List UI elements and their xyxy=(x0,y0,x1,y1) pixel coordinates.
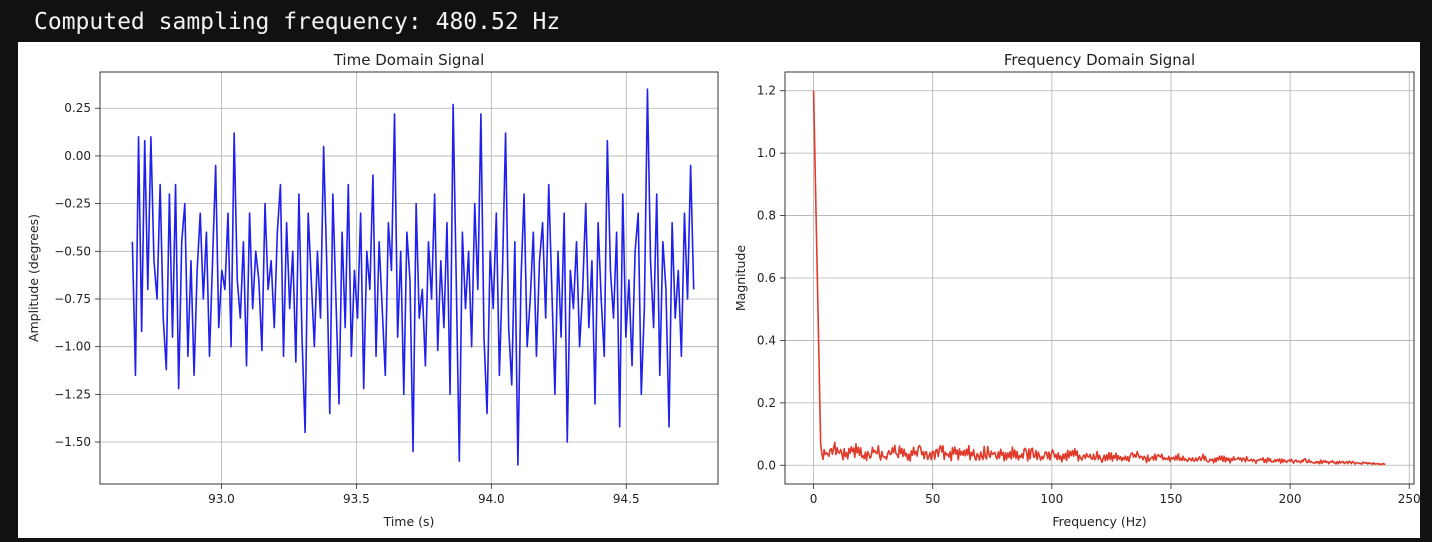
freq-xtick-label: 200 xyxy=(1279,492,1302,506)
freq-ytick-label: 1.2 xyxy=(757,84,776,98)
freq-series-line xyxy=(812,90,1386,466)
freq-ytick-label: 0.6 xyxy=(757,271,776,285)
freq-ytick-label: 1.0 xyxy=(757,146,776,160)
time-x-axis-label: Time (s) xyxy=(383,514,435,529)
sampling-frequency-value: 480.52 xyxy=(435,9,519,35)
freq-axes-frame xyxy=(784,71,1415,485)
freq-chart-title: Frequency Domain Signal xyxy=(1004,51,1195,69)
time-ytick-label: −0.50 xyxy=(54,244,91,258)
freq-xtick-label: 100 xyxy=(1040,492,1063,506)
freq-xtick-label: 0 xyxy=(810,492,818,506)
freq-xtick-label: 250 xyxy=(1398,492,1420,506)
freq-chart: 0 50 100 150 200 250 0.0 0.2 0.4 0.6 0.8 1.0 1.2 Freq… xyxy=(733,51,1421,529)
time-xtick-label: 93.5 xyxy=(343,492,370,506)
time-chart-title: Time Domain Signal xyxy=(333,51,485,69)
sampling-frequency-label: Computed sampling frequency: xyxy=(34,9,422,35)
sampling-frequency-unit: Hz xyxy=(532,9,561,35)
time-xtick-label: 93.0 xyxy=(208,492,235,506)
time-y-axis-label: Amplitude (degrees) xyxy=(26,214,41,342)
time-xtick-label: 94.0 xyxy=(478,492,505,506)
sampling-frequency-text: Computed sampling frequency: 480.52 Hz xyxy=(34,9,560,35)
time-ytick-label: 0.25 xyxy=(64,101,91,115)
output-header: Computed sampling frequency: 480.52 Hz xyxy=(0,0,1432,42)
time-ytick-label: −1.00 xyxy=(54,340,91,354)
time-chart: 93.0 93.5 94.0 94.5 0.25 0.00 −0.25 −0.50 −0.75 −… xyxy=(26,51,719,529)
time-ytick-label: 0.00 xyxy=(64,149,91,163)
freq-ytick-label: 0.0 xyxy=(757,458,776,472)
time-xtick-label: 94.5 xyxy=(613,492,640,506)
figure-canvas: 93.0 93.5 94.0 94.50.250.00−0.25−0.50−0.75−… xyxy=(26,51,1421,529)
figure: 93.0 93.5 94.0 94.5 0.25 0.00 −0.25 −0.50 −0.75−… xyxy=(18,42,1421,538)
freq-x-axis-label: Frequency (Hz) xyxy=(1052,514,1146,529)
time-ytick-label: −1.25 xyxy=(54,387,91,401)
time-axes-frame xyxy=(99,71,719,485)
freq-ytick-label: 0.8 xyxy=(757,209,776,223)
time-ytick-label: −0.25 xyxy=(54,197,91,211)
freq-xtick-label: 150 xyxy=(1160,492,1183,506)
freq-xtick-label: 50 xyxy=(925,492,940,506)
time-ytick-label: −1.50 xyxy=(54,435,91,449)
time-ytick-label: −0.75 xyxy=(54,292,91,306)
time-series-line xyxy=(131,88,695,466)
freq-y-axis-label: Magnitude xyxy=(733,245,748,312)
freq-ytick-label: 0.2 xyxy=(757,396,776,410)
freq-ytick-label: 0.4 xyxy=(757,333,776,347)
